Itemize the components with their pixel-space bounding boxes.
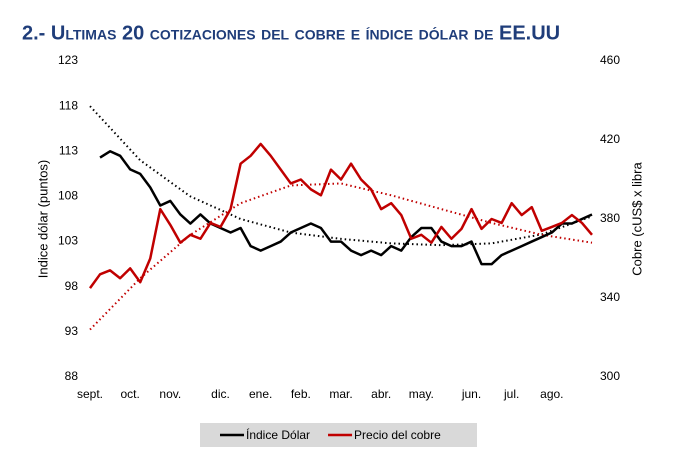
chart-title: 2.- Ultimas 20 cotizaciones del cobre e … [22,22,560,44]
y-tick-label: 108 [58,189,78,203]
y2-tick-label: 420 [600,132,620,146]
series-line [88,142,593,289]
x-tick-label: jun. [461,387,481,401]
y-tick-label: 123 [58,53,78,67]
y2-tick-label: 380 [600,211,620,225]
x-tick-label: ago. [540,387,563,401]
y2-tick-label: 300 [600,369,620,383]
x-tick-label: may. [409,387,434,401]
y-tick-label: 98 [65,279,79,293]
legend-label: Precio del cobre [354,428,441,442]
x-tick-label: ene. [249,387,272,401]
x-tick-label: jul. [503,387,519,401]
x-tick-label: dic. [211,387,230,401]
y-tick-label: 93 [65,324,79,338]
trend-line [89,105,593,247]
trend-line [89,182,593,331]
x-tick-label: sept. [77,387,103,401]
legend-label: Índice Dólar [246,427,310,442]
x-tick-label: feb. [291,387,311,401]
x-tick-label: nov. [159,387,181,401]
x-tick-label: mar. [329,387,352,401]
x-tick-label: abr. [371,387,391,401]
y-tick-label: 103 [58,234,78,248]
y-axis-title: Indice dólar (puntos) [35,160,50,279]
y-tick-label: 88 [65,369,79,383]
y-tick-label: 113 [59,143,78,157]
x-tick-label: oct. [120,387,139,401]
series-line [99,150,593,266]
y2-axis-title: Cobre (cUS$ x libra [629,162,644,276]
y2-tick-label: 340 [600,290,620,304]
y-tick-label: 118 [59,98,78,112]
y2-tick-label: 460 [600,53,620,67]
